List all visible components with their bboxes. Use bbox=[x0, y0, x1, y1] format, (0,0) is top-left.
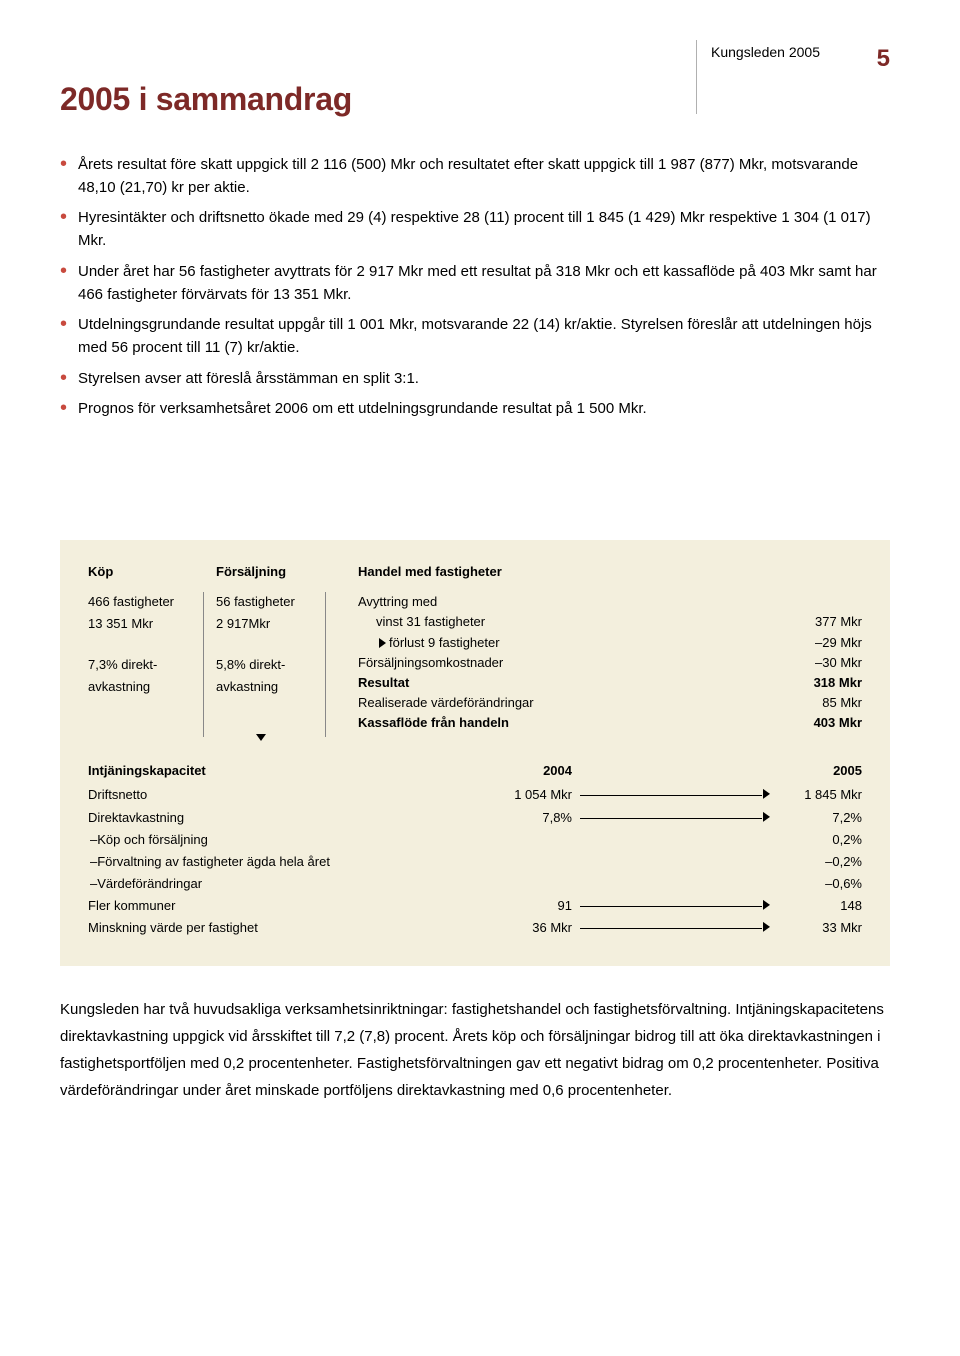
handel-label: Realiserade värdeförändringar bbox=[358, 693, 534, 713]
intj-2005-value: –0,6% bbox=[782, 874, 862, 894]
intj-label: Minskning värde per fastighet bbox=[88, 918, 472, 938]
kop-value: avkastning bbox=[88, 677, 216, 697]
bullet-item: Hyresintäkter och driftsnetto ökade med … bbox=[60, 206, 890, 253]
handel-value: 85 Mkr bbox=[782, 693, 862, 713]
handel-row: Resultat 318 Mkr bbox=[358, 673, 862, 693]
arrow-down-icon bbox=[256, 727, 266, 747]
intj-row: –Värdeförändringar –0,6% bbox=[88, 874, 862, 894]
forsaljning-value: avkastning bbox=[216, 677, 338, 697]
handel-value: 403 Mkr bbox=[782, 713, 862, 733]
intj-row: –Förvaltning av fastigheter ägda hela år… bbox=[88, 852, 862, 872]
handel-row: förlust 9 fastigheter –29 Mkr bbox=[358, 633, 862, 653]
intj-label: Direktavkastning bbox=[88, 808, 472, 828]
arrow-right-icon bbox=[572, 877, 782, 891]
intjaningskapacitet-table: Intjäningskapacitet 2004 2005 Driftsnett… bbox=[88, 761, 862, 938]
footer-paragraph: Kungsleden har två huvudsakliga verksamh… bbox=[60, 996, 890, 1104]
handel-heading: Handel med fastigheter bbox=[358, 562, 862, 582]
bullet-item: Prognos för verksamhetsåret 2006 om ett … bbox=[60, 397, 890, 420]
forsaljning-value: 5,8% direkt- bbox=[216, 655, 338, 675]
handel-value: 318 Mkr bbox=[782, 673, 862, 693]
handel-value bbox=[782, 592, 862, 612]
page-header: 2005 i sammandrag Kungsleden 2005 5 bbox=[60, 40, 890, 125]
forsaljning-heading: Försäljning bbox=[216, 562, 338, 582]
box-top-row: Köp 466 fastigheter 13 351 Mkr 7,3% dire… bbox=[88, 562, 862, 733]
forsaljning-column: Försäljning 56 fastigheter 2 917Mkr 5,8%… bbox=[216, 562, 338, 733]
page-number: 5 bbox=[877, 45, 890, 72]
arrow-right-icon bbox=[572, 921, 782, 935]
arrow-right-icon bbox=[572, 899, 782, 913]
handel-label: Resultat bbox=[358, 673, 409, 693]
intj-row: –Köp och försäljning 0,2% bbox=[88, 830, 862, 850]
intj-2004-value: 91 bbox=[472, 896, 572, 916]
divider bbox=[325, 592, 326, 737]
bullet-item: Årets resultat före skatt uppgick till 2… bbox=[60, 153, 890, 200]
arrow-right-icon bbox=[572, 833, 782, 847]
intj-2005-value: 0,2% bbox=[782, 830, 862, 850]
forsaljning-value: 56 fastigheter bbox=[216, 592, 338, 612]
intj-2004-value: 1 054 Mkr bbox=[472, 785, 572, 805]
divider bbox=[203, 592, 204, 737]
handel-label: Avyttring med bbox=[358, 592, 437, 612]
intj-head-2005: 2005 bbox=[782, 761, 862, 781]
intj-2004-value: 7,8% bbox=[472, 808, 572, 828]
arrow-right-icon bbox=[572, 855, 782, 869]
arrow-right-icon bbox=[572, 788, 782, 802]
handel-label: vinst 31 fastigheter bbox=[358, 612, 485, 632]
intj-2005-value: –0,2% bbox=[782, 852, 862, 872]
intj-head-label: Intjäningskapacitet bbox=[88, 761, 472, 781]
arrow-right-icon bbox=[572, 811, 782, 825]
intj-2005-value: 33 Mkr bbox=[782, 918, 862, 938]
handel-label: Kassaflöde från handeln bbox=[358, 713, 509, 733]
handel-value: –29 Mkr bbox=[782, 633, 862, 653]
intj-header-row: Intjäningskapacitet 2004 2005 bbox=[88, 761, 862, 781]
summary-bullet-list: Årets resultat före skatt uppgick till 2… bbox=[60, 153, 890, 421]
bullet-item: Utdelningsgrundande resultat uppgår till… bbox=[60, 313, 890, 360]
kop-value: 13 351 Mkr bbox=[88, 614, 216, 634]
handel-column: Handel med fastigheter Avyttring med vin… bbox=[358, 562, 862, 733]
intj-row: Fler kommuner91 148 bbox=[88, 896, 862, 916]
intj-label: Driftsnetto bbox=[88, 785, 472, 805]
intj-2005-value: 1 845 Mkr bbox=[782, 785, 862, 805]
intj-label: –Köp och försäljning bbox=[88, 830, 472, 850]
bullet-item: Styrelsen avser att föreslå årsstämman e… bbox=[60, 367, 890, 390]
brand-label: Kungsleden 2005 bbox=[711, 44, 820, 60]
handel-value: 377 Mkr bbox=[782, 612, 862, 632]
data-box: Köp 466 fastigheter 13 351 Mkr 7,3% dire… bbox=[60, 540, 890, 966]
intj-head-2004: 2004 bbox=[472, 761, 572, 781]
intj-2005-value: 148 bbox=[782, 896, 862, 916]
handel-value: –30 Mkr bbox=[782, 653, 862, 673]
arrow-right-icon bbox=[376, 634, 386, 654]
intj-2004-value: 36 Mkr bbox=[472, 918, 572, 938]
kop-value: 7,3% direkt- bbox=[88, 655, 216, 675]
intj-row: Driftsnetto1 054 Mkr 1 845 Mkr bbox=[88, 785, 862, 805]
forsaljning-value: 2 917Mkr bbox=[216, 614, 338, 634]
handel-row: Avyttring med bbox=[358, 592, 862, 612]
intj-label: –Värdeförändringar bbox=[88, 874, 472, 894]
handel-row: vinst 31 fastigheter 377 Mkr bbox=[358, 612, 862, 632]
intj-2005-value: 7,2% bbox=[782, 808, 862, 828]
handel-row: Försäljningsomkostnader –30 Mkr bbox=[358, 653, 862, 673]
handel-label: Försäljningsomkostnader bbox=[358, 653, 503, 673]
intj-row: Minskning värde per fastighet36 Mkr 33 Mk… bbox=[88, 918, 862, 938]
intj-label: Fler kommuner bbox=[88, 896, 472, 916]
intj-label: –Förvaltning av fastigheter ägda hela år… bbox=[88, 852, 472, 872]
page-title: 2005 i sammandrag bbox=[60, 75, 352, 125]
handel-label: förlust 9 fastigheter bbox=[358, 633, 500, 653]
bullet-item: Under året har 56 fastigheter avyttrats … bbox=[60, 260, 890, 307]
handel-row: Realiserade värdeförändringar 85 Mkr bbox=[358, 693, 862, 713]
kop-heading: Köp bbox=[88, 562, 216, 582]
kop-column: Köp 466 fastigheter 13 351 Mkr 7,3% dire… bbox=[88, 562, 216, 733]
handel-row: Kassaflöde från handeln 403 Mkr bbox=[358, 713, 862, 733]
kop-value: 466 fastigheter bbox=[88, 592, 216, 612]
intj-row: Direktavkastning7,8% 7,2% bbox=[88, 808, 862, 828]
